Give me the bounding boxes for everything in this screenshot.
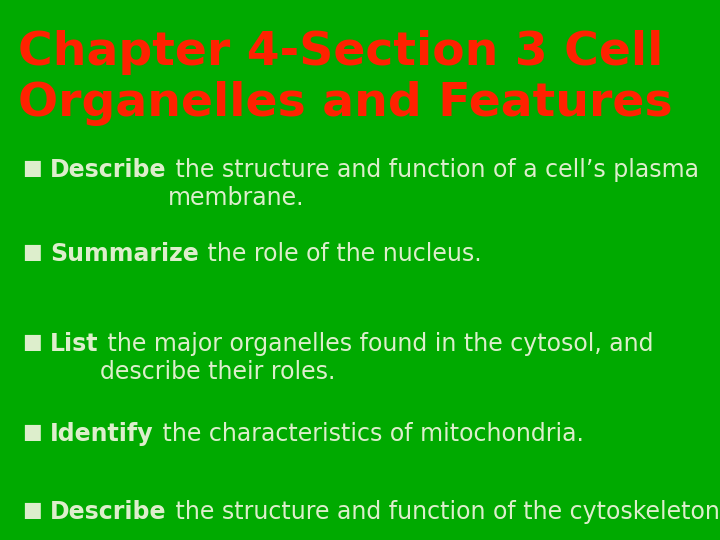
Text: Describe: Describe [50, 158, 166, 182]
Text: Identify: Identify [50, 422, 153, 446]
Text: the role of the nucleus.: the role of the nucleus. [199, 242, 482, 266]
Text: the characteristics of mitochondria.: the characteristics of mitochondria. [155, 422, 583, 446]
Text: ■: ■ [22, 422, 42, 442]
Text: the structure and function of a cell’s plasma
membrane.: the structure and function of a cell’s p… [168, 158, 698, 210]
Text: the major organelles found in the cytosol, and
describe their roles.: the major organelles found in the cytoso… [99, 332, 653, 384]
Text: ■: ■ [22, 158, 42, 178]
Text: Describe: Describe [50, 500, 166, 524]
Text: List: List [50, 332, 99, 356]
Text: Summarize: Summarize [50, 242, 199, 266]
Text: ■: ■ [22, 332, 42, 352]
Text: the structure and function of the cytoskeleton.: the structure and function of the cytosk… [168, 500, 720, 524]
Text: Chapter 4-Section 3 Cell
Organelles and Features: Chapter 4-Section 3 Cell Organelles and … [18, 30, 672, 126]
Text: ■: ■ [22, 242, 42, 262]
Text: ■: ■ [22, 500, 42, 520]
